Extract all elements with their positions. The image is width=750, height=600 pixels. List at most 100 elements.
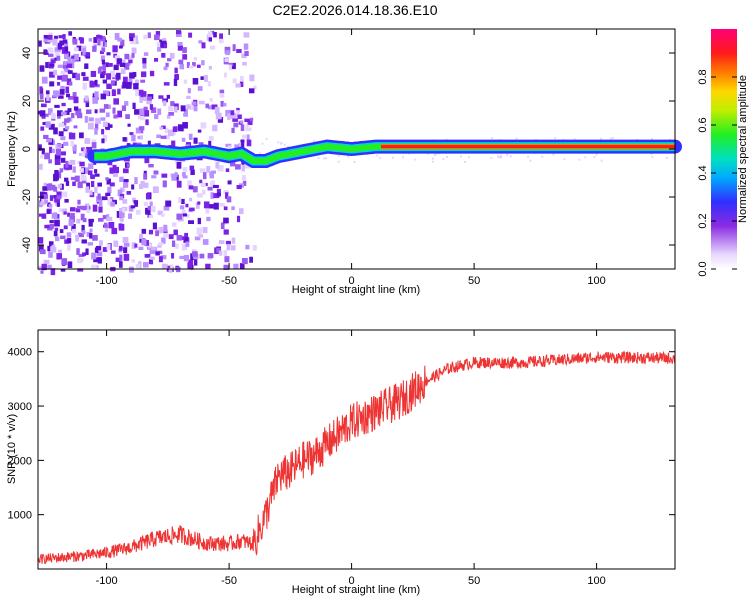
noise-cell — [61, 191, 68, 198]
noise-cell — [46, 183, 53, 187]
noise-cell — [47, 264, 52, 270]
noise-cell — [73, 106, 79, 111]
noise-cell — [62, 61, 68, 69]
noise-cell — [236, 107, 240, 112]
noise-cell — [70, 61, 75, 69]
colorbar-label: Normalized spectral amplitude — [737, 75, 749, 223]
noise-cell — [240, 75, 244, 83]
snr-y-ticks: 1000 2000 3000 4000 — [8, 347, 675, 522]
noise-cell — [89, 190, 93, 196]
noise-cell — [197, 217, 202, 225]
snr-x-ticks: -100 -50 0 50 100 — [96, 330, 606, 587]
noise-cell — [243, 32, 250, 38]
noise-cell — [651, 155, 654, 158]
noise-cell — [213, 202, 219, 210]
noise-cell — [63, 68, 70, 73]
noise-cell — [119, 176, 124, 182]
noise-cell — [199, 253, 205, 259]
noise-cell — [131, 242, 136, 249]
noise-cell — [97, 38, 101, 46]
noise-cell — [227, 180, 232, 185]
noise-cell — [187, 88, 191, 94]
noise-cell — [117, 110, 123, 118]
noise-cell — [168, 234, 174, 240]
noise-cell — [143, 173, 148, 180]
noise-cell — [70, 176, 77, 181]
noise-cell — [183, 113, 188, 117]
noise-cell — [82, 230, 86, 235]
noise-cell — [81, 239, 87, 244]
noise-cell — [97, 193, 101, 200]
noise-cell — [286, 145, 289, 148]
noise-cell — [171, 240, 176, 247]
noise-cell — [39, 110, 46, 117]
colorbar-ticks: 0.0 0.2 0.4 0.6 0.8 — [697, 69, 737, 277]
noise-cell — [213, 32, 217, 38]
noise-cell — [101, 196, 108, 201]
noise-cell — [152, 186, 159, 194]
noise-cell — [201, 189, 206, 195]
noise-cell — [94, 79, 98, 86]
noise-cell — [244, 118, 251, 122]
noise-cell — [102, 215, 108, 220]
noise-cell — [224, 46, 231, 54]
noise-cell — [185, 241, 190, 247]
noise-cell — [143, 96, 148, 102]
noise-cell — [208, 105, 212, 110]
noise-cell — [56, 195, 62, 200]
noise-cell — [67, 244, 71, 251]
noise-cell — [134, 243, 138, 248]
noise-cell — [105, 192, 111, 197]
noise-cell — [77, 257, 83, 264]
noise-cell — [173, 229, 178, 236]
noise-cell — [77, 232, 84, 238]
noise-cell — [181, 209, 186, 216]
noise-cell — [148, 215, 154, 219]
noise-cell — [279, 142, 282, 145]
noise-cell — [162, 40, 167, 44]
noise-cell — [187, 262, 193, 270]
noise-cell — [40, 126, 45, 131]
noise-cell — [119, 211, 125, 218]
noise-cell — [103, 104, 109, 109]
noise-cell — [97, 182, 103, 187]
noise-cell — [46, 209, 51, 214]
noise-cell — [529, 159, 532, 162]
noise-cell — [106, 83, 112, 89]
noise-cell — [73, 125, 78, 129]
noise-cell — [219, 202, 225, 207]
noise-cell — [47, 186, 52, 191]
spectrogram-x-tick-label: -50 — [221, 275, 237, 287]
noise-cell — [119, 45, 123, 49]
noise-cell — [67, 108, 72, 113]
spectrogram-y-tick-label: 20 — [21, 95, 33, 107]
noise-cell — [177, 41, 183, 46]
noise-cell — [223, 206, 228, 211]
noise-cell — [198, 40, 203, 44]
noise-cell — [185, 142, 192, 147]
noise-cell — [88, 122, 94, 130]
noise-cell — [119, 196, 124, 201]
noise-cell — [132, 197, 136, 202]
noise-cell — [92, 235, 98, 241]
noise-cell — [47, 39, 53, 43]
noise-cell — [54, 104, 60, 108]
noise-cell — [72, 228, 77, 234]
noise-cell — [173, 78, 178, 86]
noise-cell — [41, 148, 45, 155]
noise-cell — [186, 62, 190, 68]
noise-cell — [142, 57, 147, 64]
noise-cell — [43, 194, 49, 199]
noise-cell — [140, 180, 145, 188]
noise-cell — [232, 118, 239, 122]
noise-cell — [219, 89, 225, 94]
noise-cell — [50, 246, 57, 253]
noise-cell — [68, 132, 73, 140]
colorbar-gradient — [711, 29, 737, 269]
noise-cell — [73, 53, 79, 61]
noise-cell — [157, 250, 163, 255]
noise-cell — [129, 72, 135, 79]
noise-cell — [143, 262, 149, 268]
noise-cell — [167, 58, 172, 62]
noise-cell — [138, 233, 143, 239]
